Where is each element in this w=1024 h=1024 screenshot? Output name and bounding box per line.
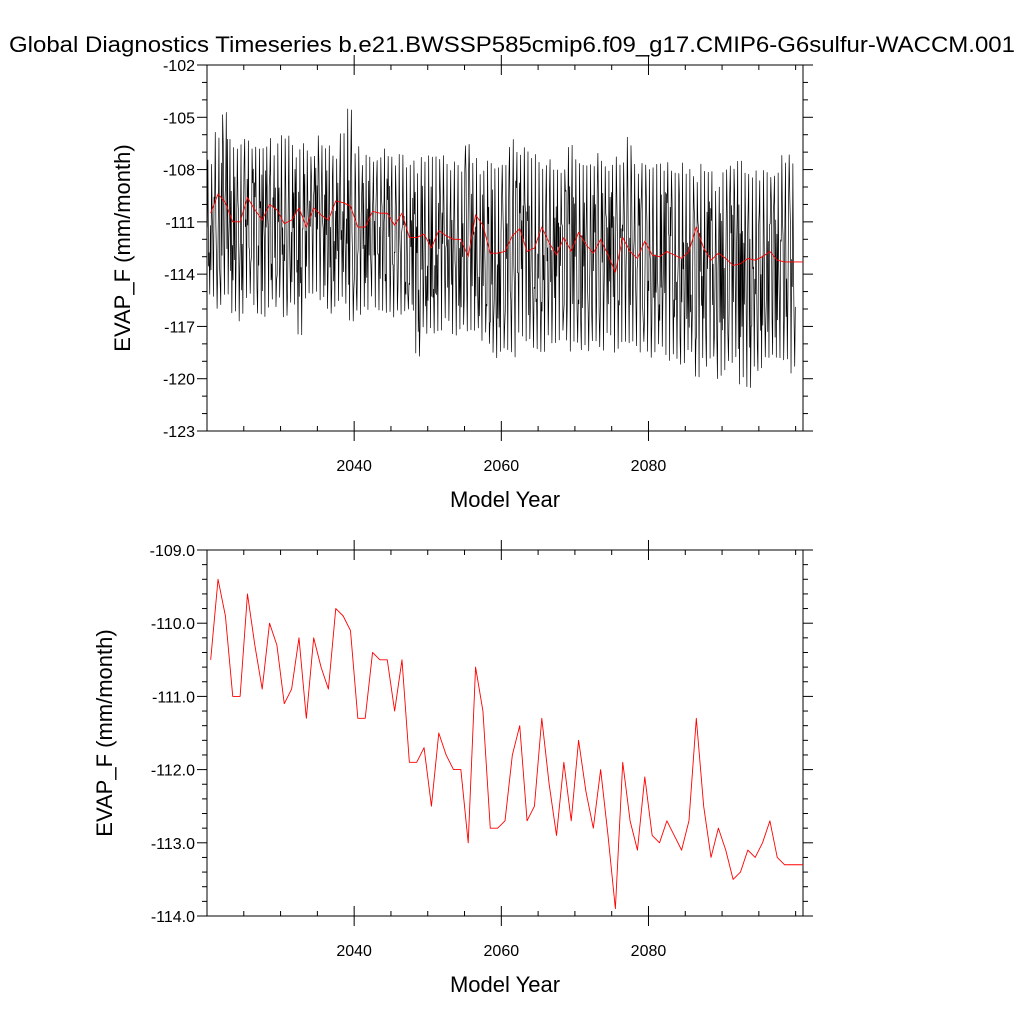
y-tick-label: -111.0 (152, 689, 195, 706)
y-tick-label: -123 (163, 424, 195, 441)
y-tick-label: -111 (165, 215, 195, 232)
x-axis-label: Model Year (450, 487, 560, 512)
x-tick-label: 2040 (336, 458, 372, 475)
y-tick-label: -114 (164, 267, 195, 284)
monthly-series-line (207, 108, 796, 388)
annual-mean-series-line (210, 578, 803, 910)
y-tick-label: -109.0 (150, 543, 195, 560)
y-axis-label: EVAP_F (mm/month) (110, 144, 135, 351)
annual-mean-series-line (210, 193, 803, 273)
series-layer (207, 108, 803, 388)
y-tick-label: -113.0 (151, 836, 195, 853)
y-tick-label: -117 (164, 319, 195, 336)
y-tick-label: -105 (163, 110, 195, 127)
top-timeseries-panel: 2040 2060 2080 -102 -105 -108 -111 -114 -117 -120… (110, 55, 813, 512)
y-tick-label: -112.0 (151, 763, 195, 780)
y-tick-label: -114.0 (151, 909, 195, 926)
plot-frame (206, 549, 804, 917)
y-axis-label: EVAP_F (mm/month) (92, 629, 117, 836)
x-tick-label: 2040 (336, 943, 372, 960)
figure-title: Global Diagnostics Timeseries b.e21.BWSS… (9, 32, 1015, 57)
x-tick-label: 2060 (484, 458, 520, 475)
plot-frame (206, 64, 804, 432)
y-tick-label: -102 (163, 58, 195, 75)
x-tick-label: 2080 (631, 458, 667, 475)
x-tick-label: 2080 (631, 943, 667, 960)
bottom-annual-mean-panel: 2040 2060 2080 -109.0 -110.0 -111.0 -112.0 -113… (92, 540, 813, 997)
y-tick-label: -110.0 (151, 616, 195, 633)
y-tick-label: -120 (163, 372, 195, 389)
y-tick-label: -108 (163, 163, 195, 180)
x-axis-label: Model Year (450, 972, 560, 997)
series-layer (210, 578, 803, 910)
x-tick-label: 2060 (484, 943, 520, 960)
